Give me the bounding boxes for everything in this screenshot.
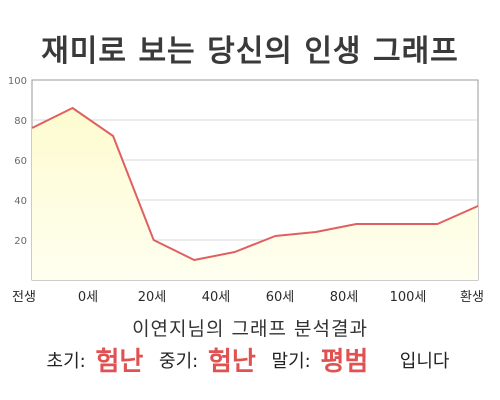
- y-tick-label: 100: [8, 76, 27, 87]
- y-axis-ticks: 20 40 60 80 100: [8, 76, 27, 247]
- x-axis-ticks: 전생 0세 20세 40세 60세 80세 100세 환생: [12, 290, 484, 305]
- area-fill: [32, 108, 478, 280]
- x-tick-label: 전생: [12, 290, 36, 305]
- series-line: [31, 107, 479, 261]
- summary-title: 이연지님의 그래프 분석결과: [132, 318, 368, 340]
- early-value: 험난: [95, 347, 144, 377]
- x-tick-label: 20세: [138, 290, 167, 305]
- x-tick-label: 60세: [266, 290, 295, 305]
- x-tick-label: 40세: [202, 290, 231, 305]
- x-tick-label: 80세: [330, 290, 359, 305]
- late-value: 평범: [320, 347, 369, 377]
- x-tick-label: 100세: [390, 290, 427, 305]
- mid-value: 험난: [207, 347, 256, 377]
- ending-text: 입니다: [399, 351, 450, 372]
- y-tick-label: 40: [14, 196, 27, 207]
- x-tick-label: 환생: [460, 290, 484, 305]
- y-tick-label: 20: [14, 236, 27, 247]
- y-tick-label: 80: [14, 116, 27, 127]
- mid-label: 중기:: [159, 351, 199, 372]
- y-tick-label: 60: [14, 156, 27, 167]
- early-label: 초기:: [46, 351, 86, 372]
- chart-title: 재미로 보는 당신의 인생 그래프: [41, 34, 459, 69]
- late-label: 말기:: [271, 351, 311, 372]
- result-line: 초기: 험난 중기: 험난 말기: 평범 입니다: [0, 342, 500, 382]
- x-tick-label: 0세: [78, 290, 98, 305]
